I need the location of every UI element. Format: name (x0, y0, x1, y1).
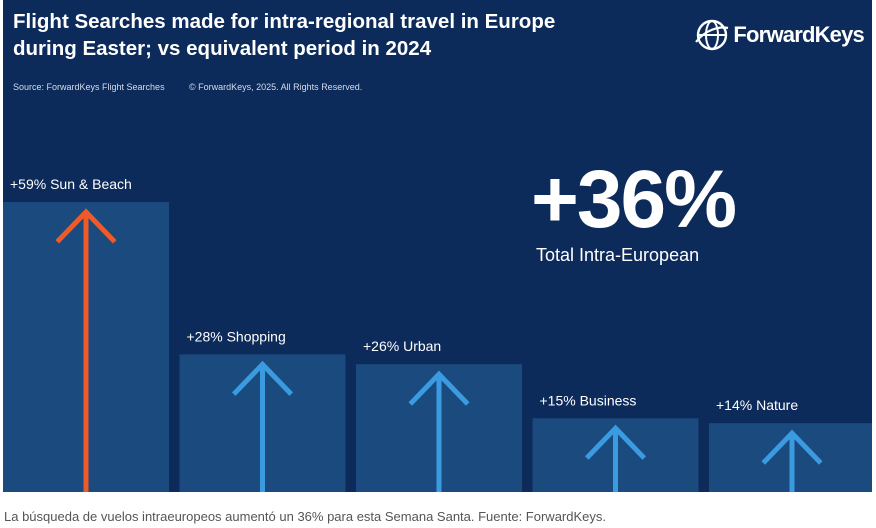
bar-label-nature: +14% Nature (716, 397, 798, 413)
brand-name: ForwardKeys (733, 22, 864, 47)
bar-label-urban: +26% Urban (363, 338, 441, 354)
arrow-up-icon-sun-and-beach (55, 208, 117, 492)
globe-icon (695, 19, 729, 51)
bar-chart: +59% Sun & Beach +28% Shopping +26% Urban +… (3, 176, 872, 492)
arrow-up-icon-nature (761, 429, 823, 492)
bar-label-business: +15% Business (540, 392, 637, 408)
copyright-note: © ForwardKeys, 2025. All Rights Reserved… (189, 82, 363, 92)
brand-logo: ForwardKeys (695, 17, 865, 53)
total-growth-label: Total Intra-European (536, 245, 700, 265)
bar-label-sun-and-beach: +59% Sun & Beach (10, 176, 132, 192)
total-growth-value: +36% (531, 154, 737, 245)
chart-title: Flight Searches made for intra-regional … (13, 10, 556, 60)
arrow-up-icon-urban (408, 370, 470, 492)
arrow-up-icon-business (584, 424, 647, 492)
image-caption: La búsqueda de vuelos intraeuropeos aume… (4, 509, 606, 524)
bar-label-shopping: +28% Shopping (187, 328, 286, 344)
arrow-up-icon-shopping (231, 360, 294, 492)
source-note: Source: ForwardKeys Flight Searches (13, 82, 165, 92)
infographic-panel: Flight Searches made for intra-regional … (3, 0, 872, 492)
